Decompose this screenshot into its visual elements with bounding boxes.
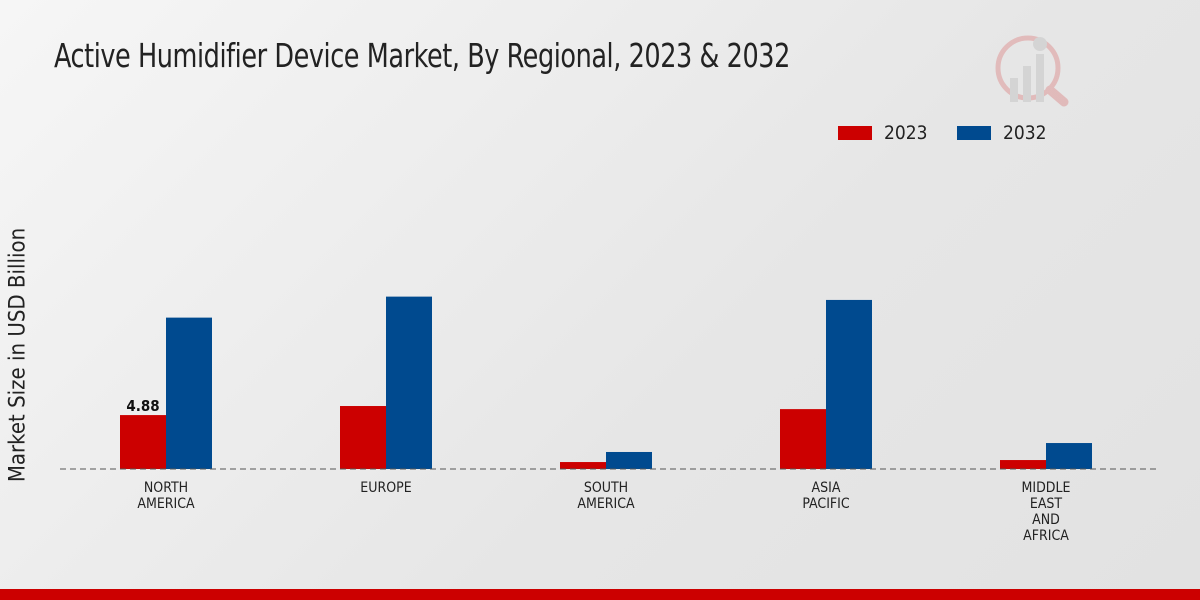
bar-2023-middle-east-and-africa — [1000, 460, 1046, 469]
bar-2023-north-america — [120, 415, 166, 469]
bar-2023-south-america — [560, 462, 606, 469]
footer-bar — [0, 589, 1200, 600]
x-tick-label: NORTH AMERICA — [137, 480, 195, 512]
x-tick-label: EUROPE — [360, 480, 411, 496]
bar-2032-south-america — [606, 451, 652, 469]
bar-2032-asia-pacific — [826, 299, 872, 469]
bar-2032-north-america — [166, 317, 212, 469]
legend-item-2023: 2023 — [838, 122, 928, 144]
x-tick-label: MIDDLE EAST AND AFRICA — [1022, 480, 1071, 544]
legend-swatch-2032 — [957, 126, 991, 140]
legend-swatch-2023 — [838, 126, 872, 140]
bar-2023-europe — [340, 406, 386, 469]
data-label: 4.88 — [126, 397, 159, 415]
x-tick-label: SOUTH AMERICA — [577, 480, 635, 512]
watermark-logo-icon — [995, 35, 1069, 107]
bar-2023-asia-pacific — [780, 409, 826, 469]
legend-item-2032: 2032 — [957, 122, 1047, 144]
x-tick-label: ASIA PACIFIC — [802, 480, 850, 512]
chart-title: Active Humidifier Device Market, By Regi… — [54, 36, 790, 75]
bar-2032-europe — [386, 296, 432, 469]
legend-label-2032: 2032 — [1003, 122, 1047, 144]
bar-2032-middle-east-and-africa — [1046, 443, 1092, 469]
legend-label-2023: 2023 — [884, 122, 928, 144]
